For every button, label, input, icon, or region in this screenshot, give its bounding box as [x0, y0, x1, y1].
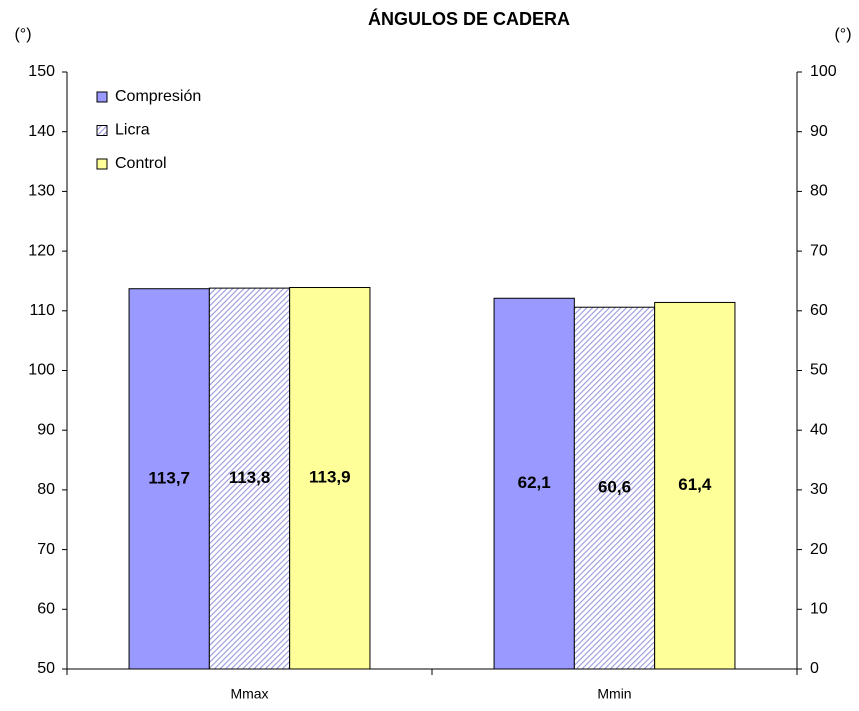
y-axis-label: (°)	[14, 26, 31, 43]
y2-tick-label: 100	[810, 63, 837, 80]
y-tick-label: 90	[37, 421, 55, 438]
y2-tick-label: 40	[810, 421, 828, 438]
y-tick-label: 130	[28, 183, 55, 200]
value-label: 113,8	[229, 468, 271, 487]
bar	[654, 301, 736, 670]
y-tick-label: 60	[37, 601, 55, 618]
y-tick-label: 150	[28, 63, 55, 80]
y2-tick-label: 0	[810, 660, 819, 677]
legend-swatch	[96, 91, 108, 103]
x-tick-label: Mmax	[230, 686, 268, 702]
bar	[573, 306, 656, 670]
y2-axis-label: (°)	[834, 26, 851, 43]
y-tick-label: 50	[37, 660, 55, 677]
value-label: 113,9	[309, 468, 351, 487]
x-tick-label: Mmin	[597, 686, 631, 702]
value-label: 62,1	[518, 473, 551, 492]
legend-label: Control	[115, 155, 167, 172]
y2-tick-label: 30	[810, 481, 828, 498]
legend-label: Licra	[115, 122, 150, 139]
bar	[208, 287, 291, 670]
y2-tick-label: 20	[810, 541, 828, 558]
y-tick-label: 140	[28, 123, 55, 140]
legend-swatch	[96, 158, 108, 170]
y2-tick-label: 50	[810, 362, 828, 379]
chart-title: ÁNGULOS DE CADERA	[368, 8, 570, 29]
value-label: 61,4	[678, 475, 712, 494]
y-tick-label: 70	[37, 541, 55, 558]
y2-tick-label: 90	[810, 123, 828, 140]
y2-tick-label: 10	[810, 601, 828, 618]
legend-label: Compresión	[115, 88, 201, 105]
y-tick-label: 80	[37, 481, 55, 498]
y2-tick-label: 60	[810, 302, 828, 319]
value-label: 113,7	[148, 468, 190, 487]
y2-tick-label: 70	[810, 242, 828, 259]
value-label: 60,6	[598, 478, 631, 497]
y-tick-label: 110	[29, 302, 55, 319]
bar	[289, 287, 371, 670]
bar	[493, 297, 575, 670]
legend-swatch	[96, 125, 108, 136]
bar	[128, 288, 210, 670]
y2-tick-label: 80	[810, 183, 828, 200]
y-tick-label: 120	[28, 242, 55, 259]
y-tick-label: 100	[28, 362, 55, 379]
